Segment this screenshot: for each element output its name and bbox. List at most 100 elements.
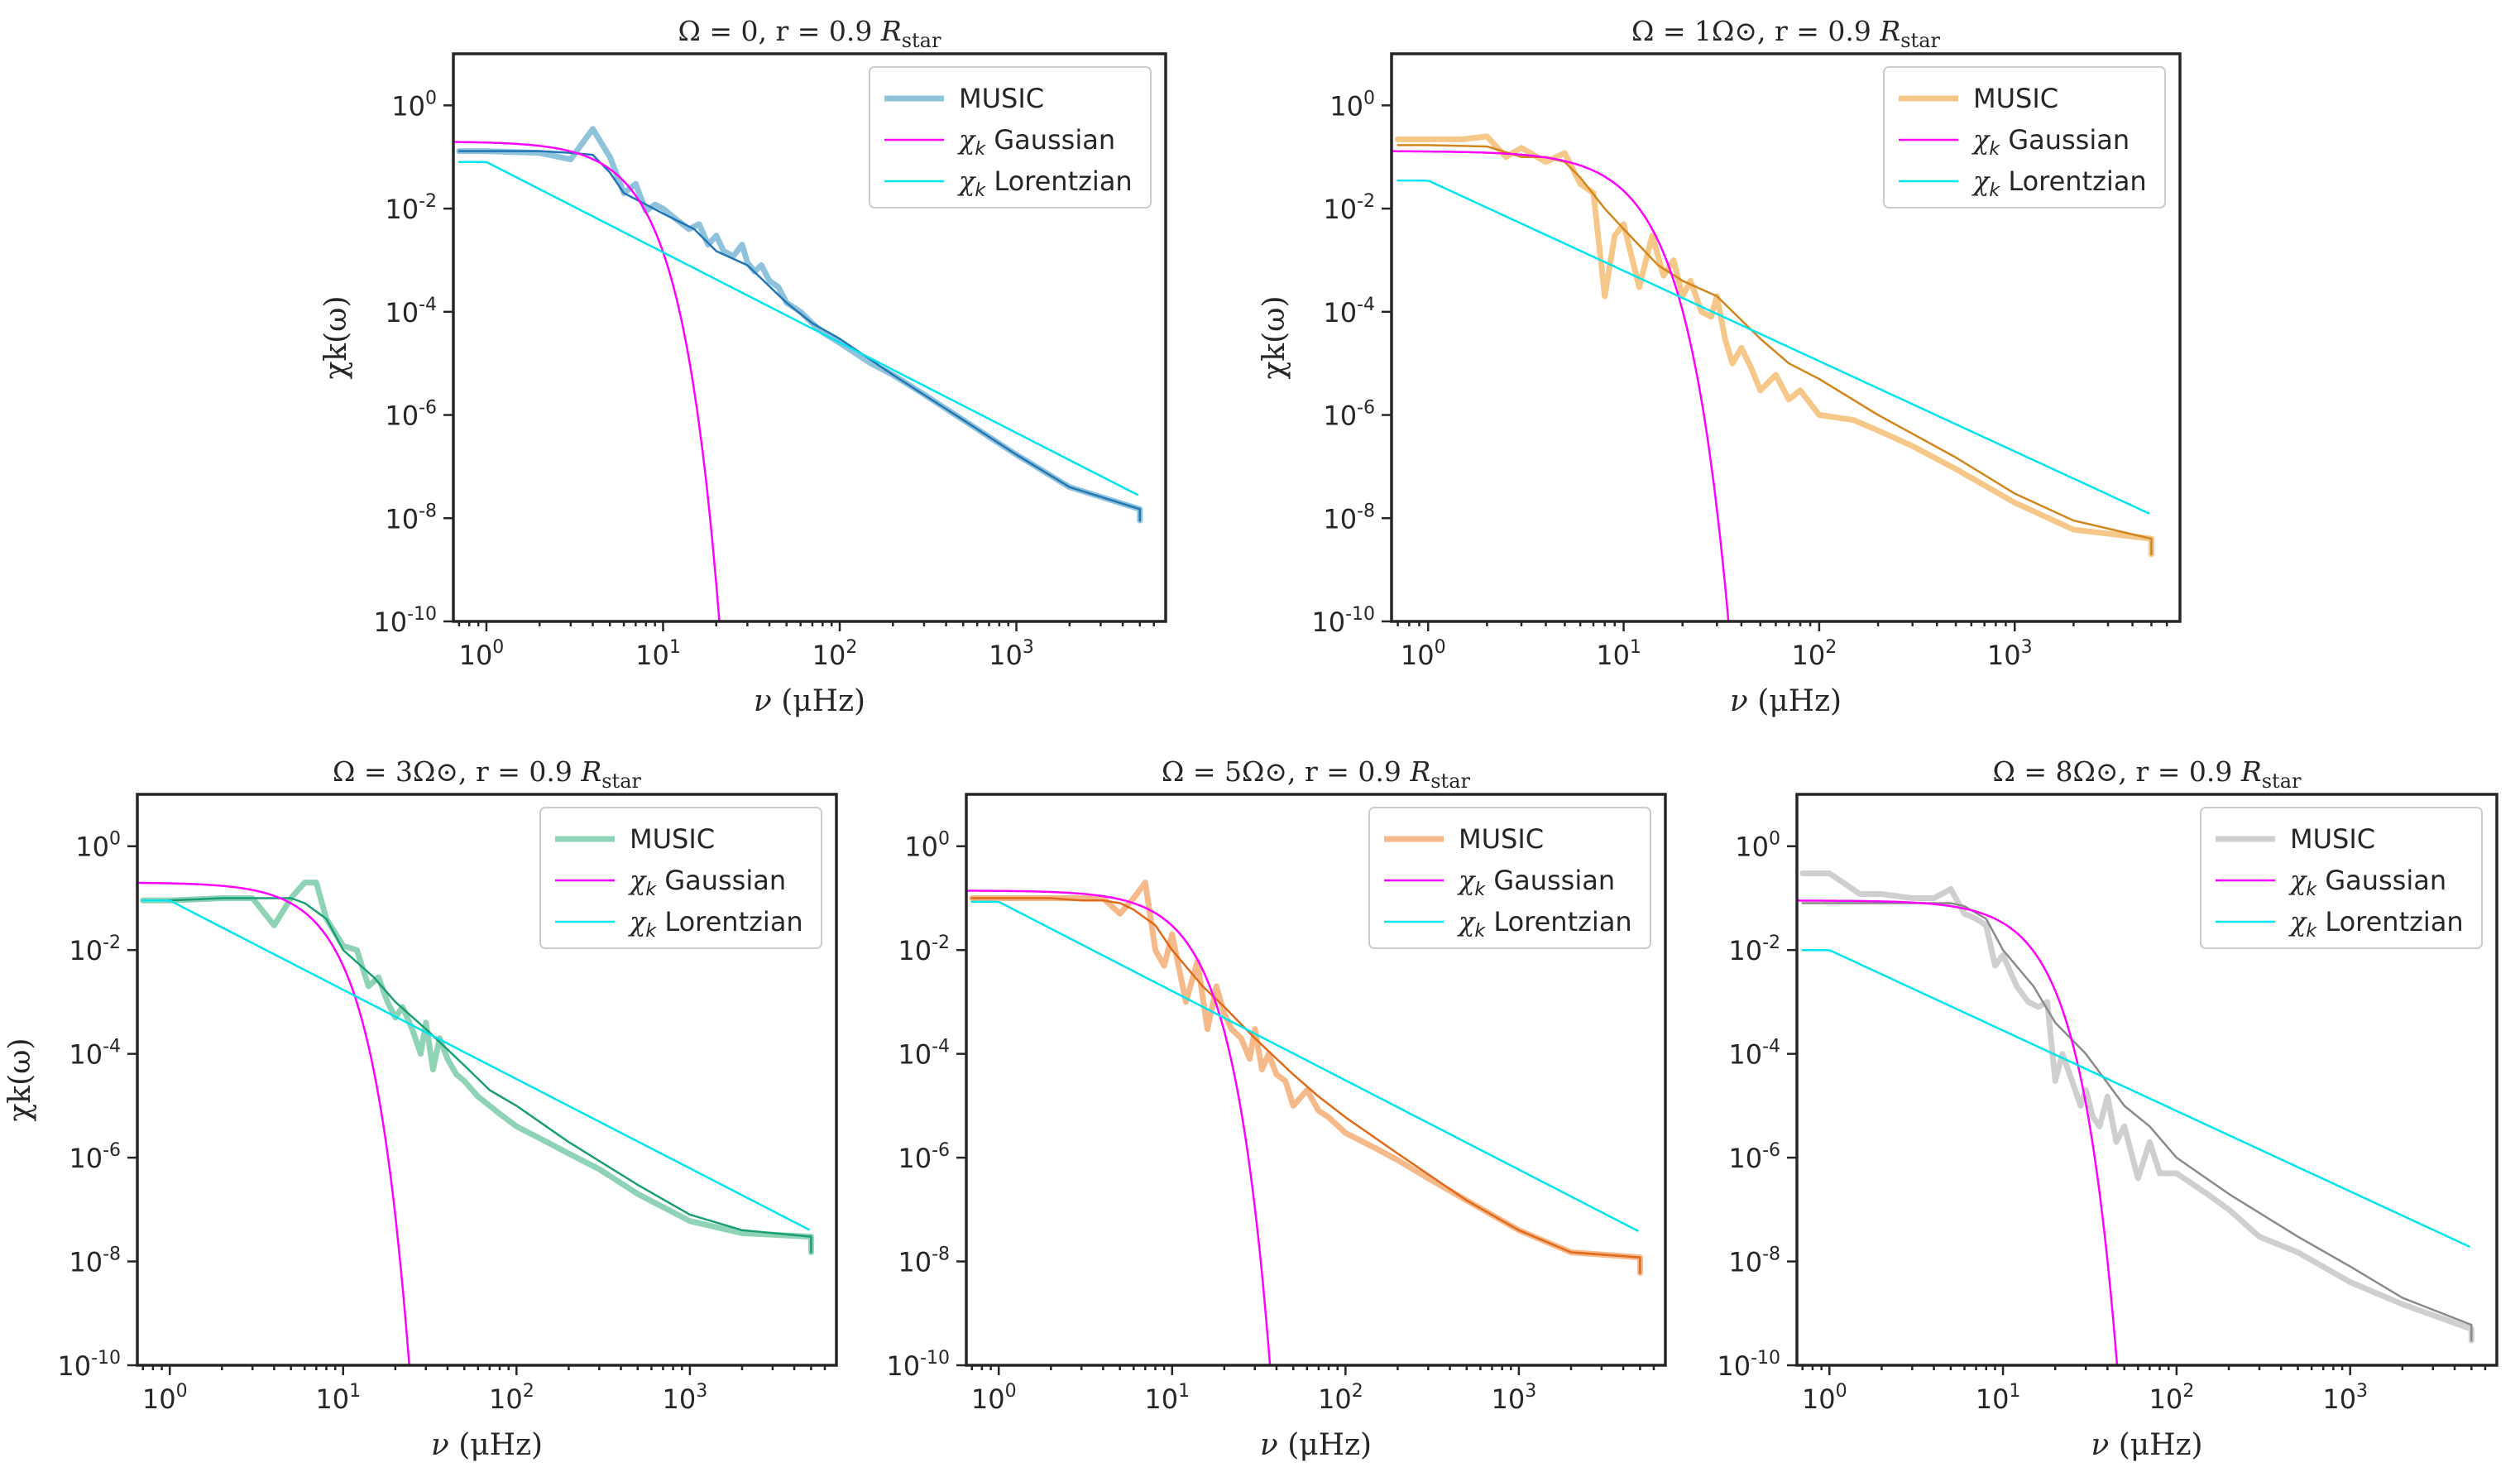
legend-label: χk Lorentzian bbox=[1971, 165, 2147, 201]
legend-label: MUSIC bbox=[959, 83, 1044, 114]
series-gaussian bbox=[453, 141, 721, 621]
y-axis-label: χk(ω) bbox=[3, 1038, 37, 1121]
x-tick-label: 103 bbox=[989, 637, 1034, 671]
panel-5: 100 101 102 103 10-10 10-8 10-6 10-4 10-2 100 Ω = … bbox=[1717, 755, 2498, 1462]
x-axis-label: ν (μHz) bbox=[2091, 1428, 2202, 1462]
x-axis-label: ν (μHz) bbox=[754, 684, 865, 718]
legend-label: χk Gaussian bbox=[628, 865, 786, 900]
legend-label: MUSIC bbox=[2290, 823, 2375, 855]
legend: MUSIC χk Gaussian χk Lorentzian bbox=[2200, 807, 2483, 949]
y-tick-label: 10-10 bbox=[1717, 1348, 1780, 1382]
series-lorentzian bbox=[141, 899, 810, 1231]
legend-label: χk Lorentzian bbox=[957, 165, 1133, 201]
series-gaussian bbox=[137, 881, 410, 1365]
y-tick-label: 10-6 bbox=[898, 1140, 950, 1174]
legend-label: MUSIC bbox=[1459, 823, 1544, 855]
series-music-smooth bbox=[141, 897, 812, 1254]
y-axis-label: χk(ω) bbox=[1258, 295, 1291, 379]
y-tick-label: 100 bbox=[904, 829, 950, 863]
legend: MUSIC χk Gaussian χk Lorentzian bbox=[1368, 807, 1651, 949]
legend: MUSIC χk Gaussian χk Lorentzian bbox=[539, 807, 822, 949]
series-music-raw bbox=[1799, 870, 2474, 1344]
panel-1: 100 101 102 103 10-10 10-8 10-6 10-4 10-2 100 Ω = … bbox=[319, 15, 1167, 718]
y-tick-label: 10-6 bbox=[385, 398, 437, 432]
legend-label: χk Lorentzian bbox=[1457, 906, 1632, 942]
plot-area bbox=[966, 880, 1643, 1365]
y-tick-label: 10-10 bbox=[1311, 604, 1375, 638]
y-tick-label: 10-2 bbox=[898, 933, 950, 966]
series-music-smooth bbox=[1801, 902, 2473, 1342]
series-lorentzian bbox=[1397, 179, 2150, 515]
x-tick-label: 100 bbox=[459, 637, 505, 671]
y-tick-label: 10-2 bbox=[1323, 191, 1375, 225]
x-axis-label: ν (μHz) bbox=[431, 1428, 543, 1462]
y-tick-label: 10-2 bbox=[1728, 933, 1780, 966]
x-tick-label: 101 bbox=[1976, 1381, 2021, 1415]
y-tick-label: 10-4 bbox=[1323, 295, 1375, 328]
y-tick-label: 100 bbox=[1329, 88, 1375, 122]
legend-label: χk Gaussian bbox=[1457, 865, 1615, 900]
legend: MUSIC χk Gaussian χk Lorentzian bbox=[1883, 66, 2166, 209]
legend-box bbox=[2200, 807, 2483, 949]
plot-area bbox=[1392, 133, 2154, 621]
panel-title: Ω = 8Ω⊙, r = 0.9 Rstar bbox=[1993, 755, 2302, 793]
legend-label: χk Gaussian bbox=[957, 124, 1115, 160]
y-tick-label: 10-4 bbox=[385, 295, 437, 328]
axes-frame bbox=[452, 52, 1167, 623]
x-tick-label: 101 bbox=[1596, 637, 1641, 671]
x-axis-label: ν (μHz) bbox=[1730, 684, 1842, 718]
series-music-raw bbox=[969, 880, 1643, 1276]
series-lorentzian bbox=[1801, 948, 2470, 1248]
axes-frame bbox=[1795, 793, 2498, 1367]
x-tick-label: 102 bbox=[489, 1381, 534, 1415]
y-tick-label: 10-8 bbox=[385, 501, 437, 535]
legend-box bbox=[869, 66, 1152, 209]
x-tick-label: 102 bbox=[812, 637, 858, 671]
x-tick-label: 100 bbox=[971, 1381, 1017, 1415]
x-tick-label: 100 bbox=[142, 1381, 188, 1415]
y-tick-label: 10-6 bbox=[69, 1140, 121, 1174]
series-music-smooth bbox=[970, 897, 1641, 1274]
y-tick-label: 10-4 bbox=[69, 1037, 121, 1071]
y-tick-label: 10-4 bbox=[898, 1037, 950, 1071]
series-lorentzian bbox=[458, 161, 1139, 496]
legend-label: χk Gaussian bbox=[1971, 124, 2130, 160]
series-gaussian bbox=[1797, 899, 2119, 1365]
plot-area bbox=[453, 126, 1143, 621]
y-tick-label: 10-10 bbox=[373, 604, 437, 638]
series-lorentzian bbox=[970, 900, 1639, 1232]
panel-title: Ω = 3Ω⊙, r = 0.9 Rstar bbox=[333, 755, 641, 793]
series-music-raw bbox=[140, 880, 814, 1255]
x-tick-label: 101 bbox=[315, 1381, 361, 1415]
y-tick-label: 10-6 bbox=[1728, 1140, 1780, 1174]
y-tick-label: 10-8 bbox=[69, 1244, 121, 1278]
legend: MUSIC χk Gaussian χk Lorentzian bbox=[869, 66, 1152, 209]
legend-box bbox=[1368, 807, 1651, 949]
axes-frame bbox=[965, 793, 1667, 1367]
y-axis-label: χk(ω) bbox=[319, 295, 353, 379]
y-tick-label: 100 bbox=[1735, 829, 1780, 863]
x-axis-label: ν (μHz) bbox=[1260, 1428, 1372, 1462]
x-tick-label: 103 bbox=[1987, 637, 2033, 671]
legend-label: χk Lorentzian bbox=[2288, 906, 2464, 942]
series-music-smooth bbox=[1397, 144, 2153, 556]
legend-label: MUSIC bbox=[630, 823, 715, 855]
y-tick-label: 10-10 bbox=[57, 1348, 121, 1382]
x-tick-label: 103 bbox=[1492, 1381, 1537, 1415]
y-tick-label: 10-2 bbox=[69, 933, 121, 966]
legend-box bbox=[1883, 66, 2166, 209]
x-tick-label: 100 bbox=[1401, 637, 1446, 671]
panel-4: 100 101 102 103 10-10 10-8 10-6 10-4 10-2 100 Ω = … bbox=[886, 755, 1667, 1462]
x-tick-label: 103 bbox=[663, 1381, 708, 1415]
panel-title: Ω = 0, r = 0.9 Rstar bbox=[678, 15, 941, 52]
axes-frame bbox=[1390, 52, 2182, 623]
y-tick-label: 10-6 bbox=[1323, 398, 1375, 432]
panel-title: Ω = 1Ω⊙, r = 0.9 Rstar bbox=[1631, 15, 1940, 52]
x-tick-label: 102 bbox=[2149, 1381, 2195, 1415]
legend-label: MUSIC bbox=[1973, 83, 2058, 114]
x-tick-label: 100 bbox=[1802, 1381, 1847, 1415]
y-tick-label: 10-10 bbox=[886, 1348, 950, 1382]
axes-frame bbox=[136, 793, 838, 1367]
x-tick-label: 101 bbox=[1144, 1381, 1190, 1415]
